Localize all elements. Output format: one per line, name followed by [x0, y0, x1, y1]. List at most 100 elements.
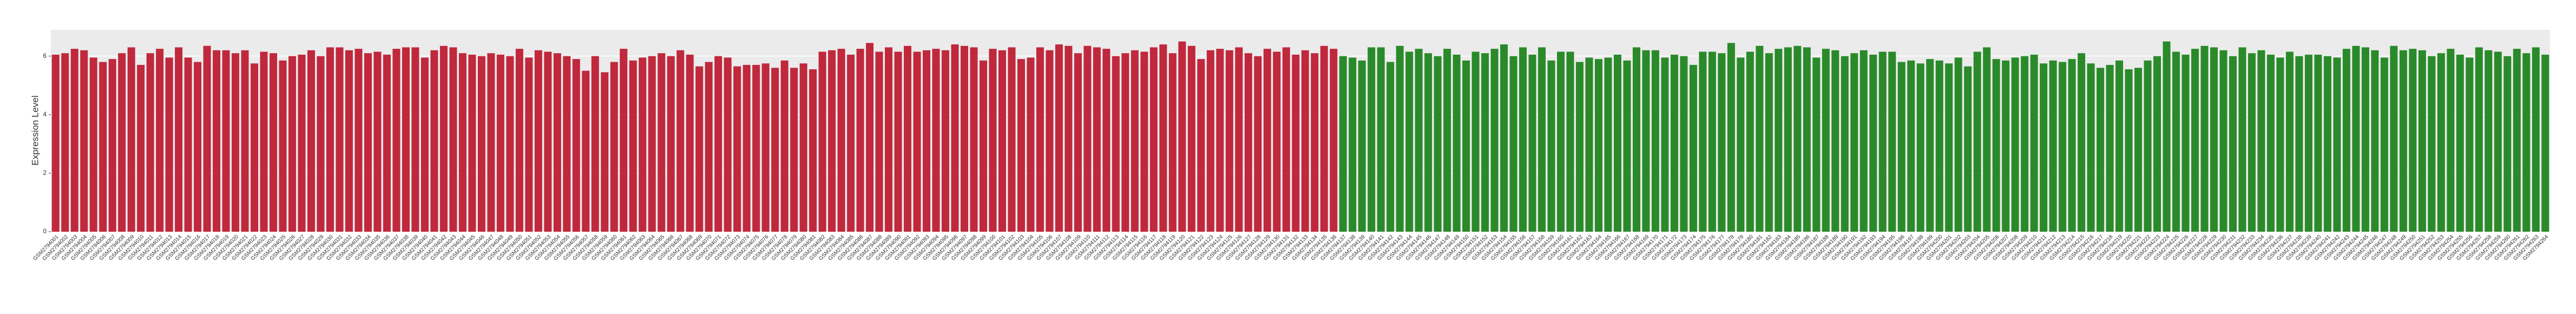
bar — [420, 57, 429, 232]
bar — [970, 47, 978, 232]
bar — [2163, 41, 2171, 232]
bar — [1131, 50, 1139, 232]
bar — [203, 45, 211, 232]
bar — [336, 47, 344, 232]
bar — [1557, 51, 1565, 232]
bar — [1254, 56, 1262, 232]
bar — [260, 51, 268, 232]
bar — [251, 63, 259, 232]
bar — [496, 54, 504, 232]
bar — [1377, 47, 1385, 232]
bar — [2153, 56, 2161, 232]
bar — [942, 50, 950, 232]
bar — [2276, 57, 2284, 232]
bar — [1680, 56, 1688, 232]
bar — [1178, 41, 1186, 232]
bar — [1727, 43, 1735, 232]
bar — [2323, 56, 2331, 232]
bar — [1273, 51, 1281, 232]
bar — [1311, 53, 1319, 232]
bar — [1661, 57, 1669, 232]
bar — [1216, 49, 1224, 232]
bar — [1235, 47, 1243, 232]
bar — [1405, 51, 1414, 232]
bar — [2285, 51, 2294, 232]
bar — [2418, 50, 2426, 232]
bar — [61, 53, 69, 232]
bar — [1859, 50, 1868, 232]
bar — [676, 50, 685, 232]
bar — [2390, 45, 2398, 232]
bar — [601, 72, 609, 232]
bar — [1916, 63, 1924, 232]
bar — [194, 62, 202, 232]
bar — [2248, 53, 2256, 232]
bar — [1320, 45, 1328, 232]
bar — [2456, 54, 2464, 232]
bar — [686, 54, 694, 232]
bar — [2238, 47, 2246, 232]
bar — [468, 54, 476, 232]
bar — [2097, 68, 2105, 232]
bar — [89, 57, 97, 232]
bar — [1330, 49, 1338, 232]
bar — [1850, 53, 1858, 232]
bar — [904, 45, 912, 232]
bar — [980, 60, 988, 232]
bar — [1102, 49, 1110, 232]
bar — [1784, 47, 1792, 232]
bar — [1396, 45, 1404, 232]
bar — [1878, 51, 1887, 232]
y-tick-label: 2 — [43, 169, 47, 176]
bar — [572, 59, 580, 232]
bar — [108, 59, 116, 232]
bar — [553, 53, 561, 232]
bar — [345, 50, 353, 232]
plot-panel — [51, 30, 2550, 232]
bar — [156, 49, 164, 232]
bar — [411, 47, 419, 232]
bar — [165, 57, 173, 232]
bar — [1064, 45, 1073, 232]
bar — [1746, 51, 1754, 232]
bar — [2181, 54, 2190, 232]
bar — [2219, 50, 2227, 232]
bar — [1490, 49, 1499, 232]
bar — [1595, 59, 1603, 232]
bar — [932, 49, 940, 232]
bar — [2314, 54, 2322, 232]
bar — [2295, 56, 2303, 232]
bar — [2513, 49, 2521, 232]
bar — [1945, 63, 1953, 232]
bar — [1112, 56, 1120, 232]
bar — [2333, 57, 2341, 232]
bar — [1140, 51, 1148, 232]
bar — [1292, 54, 1300, 232]
bar — [1093, 47, 1101, 232]
bar — [724, 57, 732, 232]
bar — [1443, 49, 1451, 232]
bar — [270, 53, 278, 232]
bar — [582, 70, 590, 232]
bar — [2541, 54, 2549, 232]
bar — [241, 50, 249, 232]
bar — [1500, 44, 1508, 232]
bar — [1481, 53, 1489, 232]
bar — [837, 49, 845, 232]
bar — [1670, 54, 1678, 232]
bar — [1263, 49, 1271, 232]
bar — [430, 50, 438, 232]
bar — [1036, 47, 1044, 232]
bar — [1159, 44, 1167, 232]
bar — [1434, 56, 1442, 232]
bar — [2437, 53, 2445, 232]
bar — [307, 50, 316, 232]
bar — [1244, 53, 1252, 232]
bar — [1206, 50, 1214, 232]
bar — [1074, 53, 1082, 232]
bar — [2021, 56, 2029, 232]
bar — [629, 60, 637, 232]
bar — [383, 54, 391, 232]
bar — [1386, 62, 1395, 232]
bar — [2040, 63, 2048, 232]
